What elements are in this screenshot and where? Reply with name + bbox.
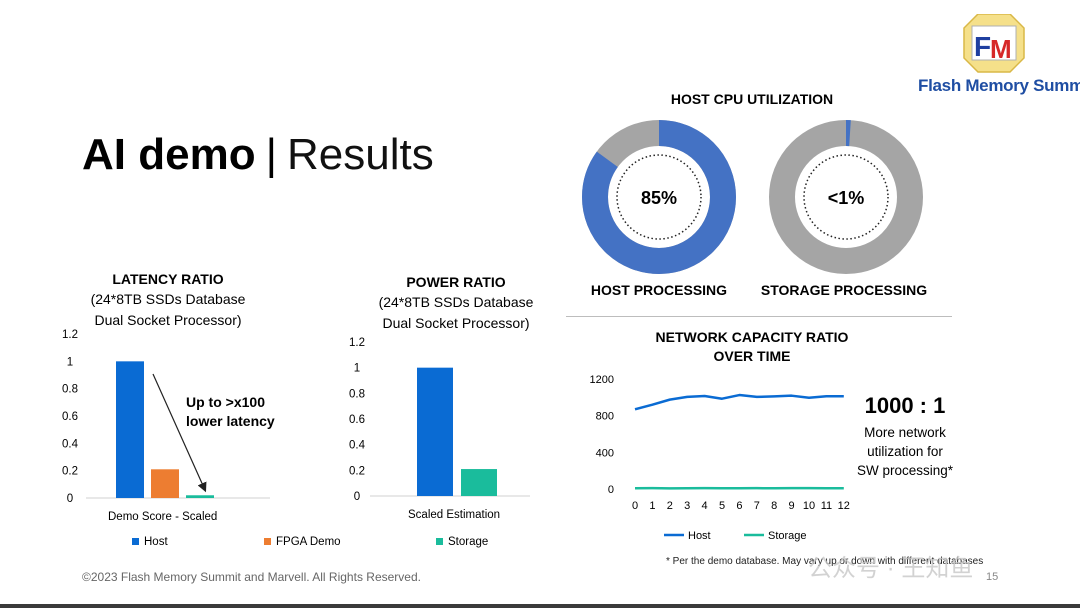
latency-arrow (152, 373, 207, 493)
legend-fpga-label: FPGA Demo (276, 536, 341, 548)
latency-subtitle-1: (24*8TB SSDs Database (90, 291, 246, 307)
bar-host (116, 361, 144, 498)
x-tick-label: 12 (838, 500, 850, 512)
latency-chart: 0 0.2 0.4 0.6 0.8 1 1.2 Demo Score - Scaled (62, 329, 270, 523)
svg-text:M: M (990, 34, 1012, 64)
y-tick-label: 1.2 (62, 329, 78, 341)
y-tick-label: 0.4 (62, 438, 79, 450)
x-tick-label: 9 (789, 500, 795, 512)
x-tick-label: 0 (632, 500, 638, 512)
y-tick-label: 1200 (590, 374, 614, 386)
x-tick-label: 10 (803, 500, 815, 512)
latency-annotation-1: Up to >x100 (186, 394, 265, 410)
storage-donut-used (769, 120, 923, 274)
legend-storage-swatch (436, 538, 443, 545)
bottom-bar (0, 604, 1080, 608)
network-title-1: NETWORK CAPACITY RATIO (655, 329, 849, 345)
y-tick-label: 0.6 (62, 411, 78, 423)
x-tick-label: 2 (667, 500, 673, 512)
host-cpu-title: HOST CPU UTILIZATION (670, 91, 834, 107)
x-tick-label: 6 (736, 500, 742, 512)
x-tick-label: 5 (719, 500, 725, 512)
flash-memory-summit-logo: F M Flash Memory Summit (918, 13, 1080, 104)
legend-fpga: FPGA Demo (264, 536, 341, 548)
watermark: 公众号 · 王知鱼 (808, 555, 974, 582)
latency-heading: LATENCY RATIO (24*8TB SSDs Database Dual… (68, 270, 268, 331)
x-tick-label: 3 (684, 500, 690, 512)
legend-storage: Storage (436, 536, 488, 548)
page-number: 15 (986, 571, 999, 583)
network-ratio-box: 1000 : 1 More network utilization for SW… (850, 393, 960, 480)
storage-processing-donut: <1% (769, 120, 923, 274)
y-tick-label: 0.2 (62, 466, 78, 478)
power-heading: POWER RATIO (24*8TB SSDs Database Dual S… (356, 273, 556, 334)
network-heading: NETWORK CAPACITY RATIO OVER TIME (640, 328, 864, 366)
legend-fpga-swatch (264, 538, 271, 545)
host-donut-used (582, 120, 736, 274)
storage-processing-label: STORAGE PROCESSING (760, 282, 928, 298)
host-value-label: 85% (641, 188, 677, 208)
x-tick-label: 7 (754, 500, 760, 512)
y-tick-label: 0.8 (62, 384, 78, 396)
y-tick-label: 400 (596, 447, 614, 459)
y-tick-label: 800 (596, 411, 614, 423)
legend-storage-label: Storage (448, 536, 489, 548)
fms-logo-icon: F M (963, 13, 1025, 73)
title-bold: AI demo (82, 130, 256, 179)
latency-subtitle-2: Dual Socket Processor) (94, 312, 242, 328)
x-tick-label: 11 (821, 500, 832, 512)
network-desc-3: SW processing* (856, 463, 954, 478)
bar-fpga-demo (151, 469, 179, 498)
storage-value-label: <1% (828, 188, 865, 208)
y-tick-label: 0 (67, 493, 73, 505)
bar-storage (461, 469, 497, 496)
y-tick-label: 0.6 (349, 414, 365, 426)
y-tick-label: 0.2 (349, 465, 365, 477)
y-tick-label: 0 (608, 484, 614, 496)
power-category-label: Scaled Estimation (408, 509, 500, 521)
power-subtitle-1: (24*8TB SSDs Database (378, 294, 534, 310)
legend-host-swatch (132, 538, 139, 545)
title-light: Results (287, 130, 434, 179)
y-tick-label: 0 (354, 491, 360, 503)
latency-annotation: Up to >x100 lower latency (186, 393, 275, 431)
y-tick-label: 1.2 (349, 337, 365, 349)
network-desc-1: More network (864, 425, 946, 440)
bar-storage (186, 495, 214, 498)
svg-text:F: F (974, 31, 991, 62)
x-tick-label: 4 (702, 500, 708, 512)
copyright-footer: ©2023 Flash Memory Summit and Marvell. A… (82, 570, 421, 584)
legend-host: Host (132, 536, 168, 548)
network-legend-storage: Storage (768, 530, 807, 542)
host-processing-donut: 85% (582, 120, 736, 274)
network-ratio: 1000 : 1 (864, 393, 946, 418)
y-tick-label: 1 (354, 363, 360, 375)
slide-title: AI demo | Results (82, 130, 434, 180)
legend-host-label: Host (144, 536, 168, 548)
network-desc-2: utilization for (867, 444, 943, 459)
power-chart: 0 0.2 0.4 0.6 0.8 1 1.2 Scaled Estimation (349, 337, 530, 521)
network-legend-host: Host (688, 530, 711, 542)
y-tick-label: 0.8 (349, 388, 365, 400)
section-divider (566, 316, 952, 317)
power-title: POWER RATIO (406, 274, 506, 290)
y-tick-label: 0.4 (349, 440, 366, 452)
x-tick-label: 8 (771, 500, 777, 512)
power-subtitle-2: Dual Socket Processor) (382, 315, 530, 331)
y-tick-label: 1 (67, 356, 73, 368)
line-host (634, 393, 844, 411)
latency-title: LATENCY RATIO (112, 271, 224, 287)
host-processing-label: HOST PROCESSING (590, 282, 728, 298)
x-tick-label: 1 (649, 500, 655, 512)
latency-annotation-2: lower latency (186, 413, 275, 429)
bar-host (417, 367, 453, 496)
network-title-2: OVER TIME (713, 348, 791, 364)
network-footnote: * Per the demo database. May vary up or … (666, 556, 984, 567)
logo-text: Flash Memory Summit (918, 76, 1080, 95)
title-separator: | (265, 130, 278, 179)
latency-category-label: Demo Score - Scaled (108, 511, 217, 523)
